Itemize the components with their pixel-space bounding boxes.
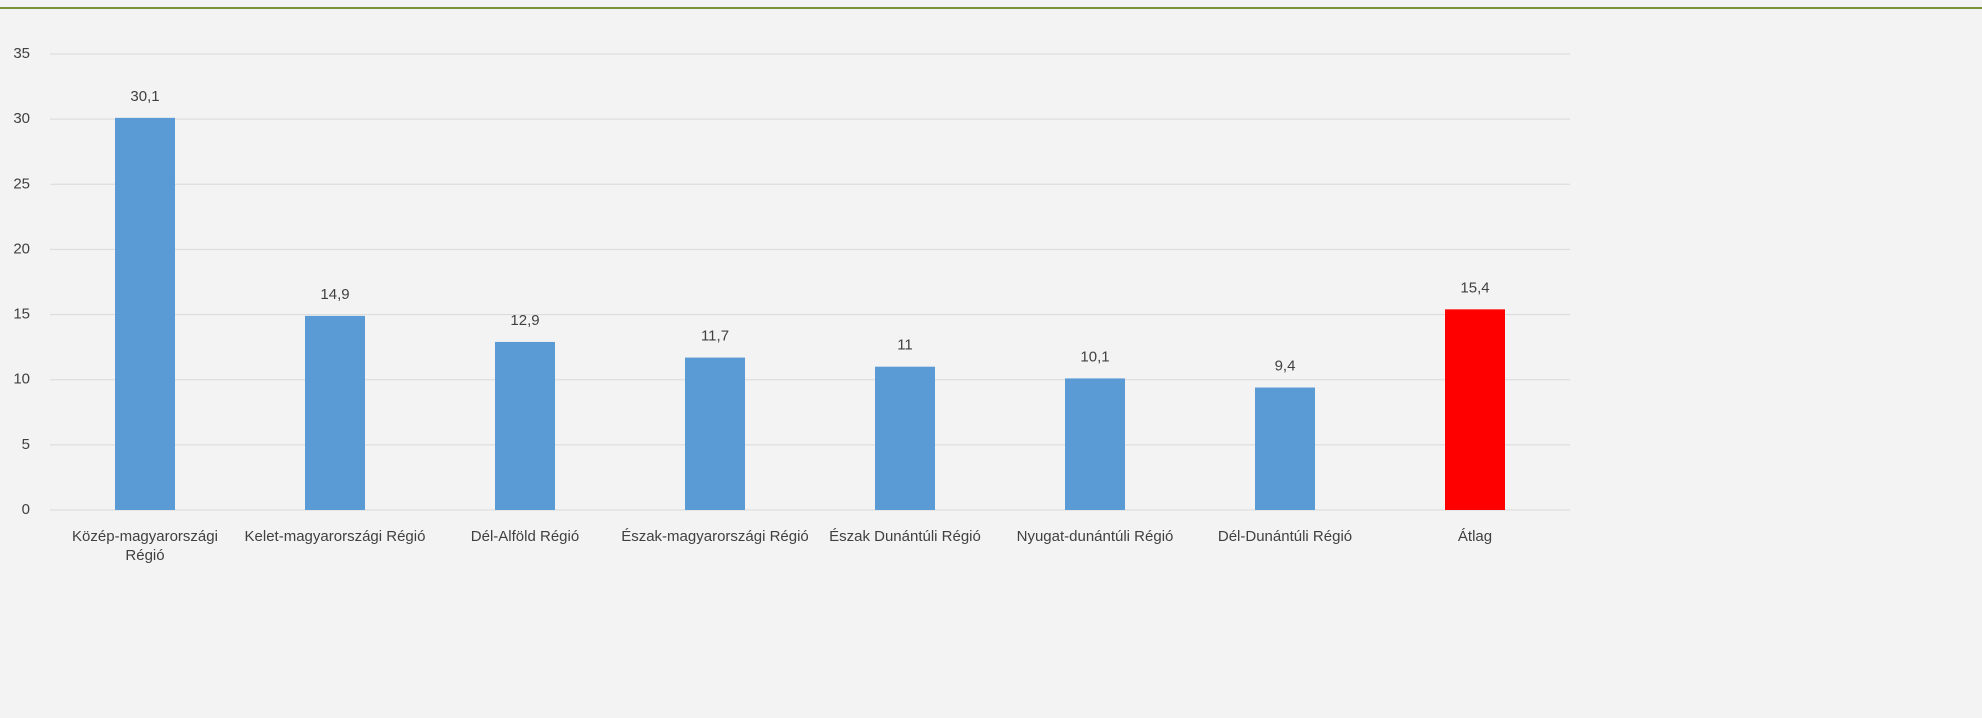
data-label: 9,4 [1275, 358, 1296, 375]
x-tick-label: Dél-Alföld Régió [470, 528, 580, 545]
bar [875, 366, 935, 510]
x-tick-label: Kelet-magyarországi Régió [244, 528, 426, 545]
bar [305, 315, 365, 510]
y-tick-label: 0 [22, 501, 30, 518]
y-tick-label: 10 [13, 371, 30, 388]
bar [1255, 387, 1315, 510]
data-label: 12,9 [510, 312, 539, 329]
y-tick-label: 5 [22, 436, 30, 453]
x-tick-label: Nyugat-dunántúli Régió [1016, 528, 1174, 545]
bar [1065, 378, 1125, 510]
x-tick-label: Dél-Dunántúli Régió [1217, 528, 1353, 545]
bar [685, 357, 745, 510]
bar [115, 117, 175, 510]
data-label: 11,7 [701, 328, 729, 345]
x-tick-label: Közép-magyarországi Régió [72, 528, 218, 564]
data-label: 11 [897, 337, 913, 354]
y-tick-label: 20 [13, 240, 30, 257]
x-tick-label: Észak Dunántúli Régió [829, 528, 981, 545]
data-label: 14,9 [320, 286, 349, 303]
data-label: 10,1 [1080, 348, 1109, 365]
y-tick-label: 35 [13, 45, 30, 62]
bar [495, 341, 555, 510]
data-label: 30,1 [130, 88, 159, 105]
y-tick-label: 30 [13, 110, 30, 127]
y-tick-label: 15 [13, 306, 30, 323]
y-tick-label: 25 [13, 175, 30, 192]
bar [1445, 309, 1505, 510]
x-tick-label: Átlag [1457, 528, 1493, 545]
x-tick-label: Észak-magyarországi Régió [621, 528, 809, 545]
data-label: 15,4 [1460, 279, 1489, 296]
